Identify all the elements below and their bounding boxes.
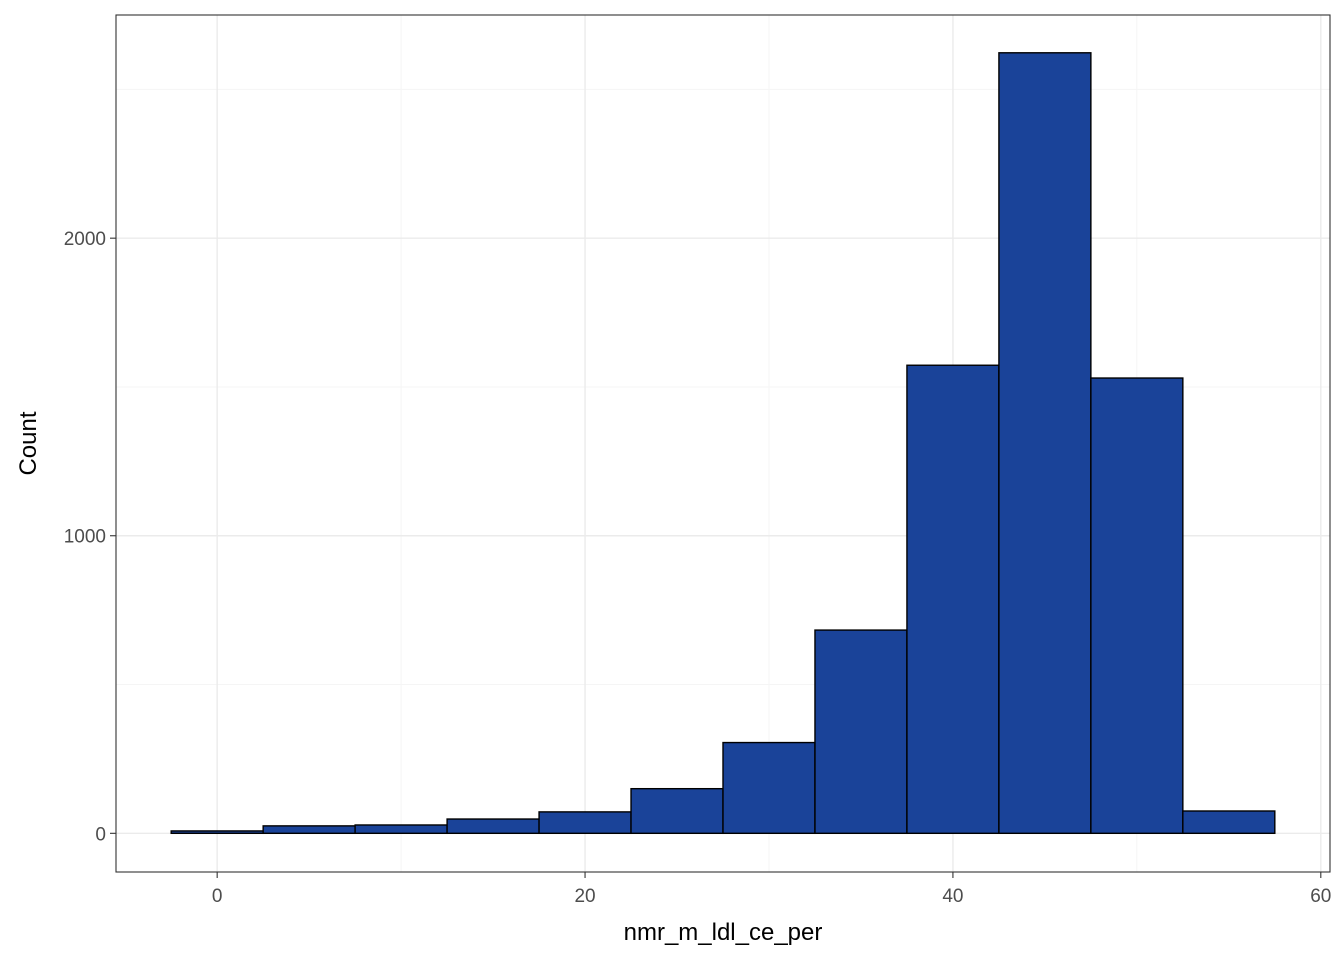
histogram-bar: [1090, 377, 1184, 835]
histogram-bar: [446, 818, 540, 835]
y-tick-label: 1000: [64, 527, 106, 548]
histogram-bar: [814, 629, 908, 835]
histogram-bar: [262, 825, 356, 835]
x-tick-label: 0: [212, 886, 223, 907]
histogram-bar: [538, 811, 632, 835]
panel-border: [115, 14, 1331, 873]
bars-group: [170, 52, 1276, 835]
x-axis-title: nmr_m_ldl_ce_per: [624, 919, 823, 946]
histogram-bar: [906, 364, 1000, 835]
histogram-bar: [170, 830, 264, 835]
histogram-bar: [722, 741, 816, 835]
histogram-bar: [630, 787, 724, 835]
histogram-bar: [998, 52, 1092, 835]
x-tick-label: 60: [1310, 886, 1331, 907]
histogram-bar: [354, 824, 448, 835]
y-axis-title: Count: [15, 411, 42, 475]
y-tick-label: 0: [95, 824, 106, 845]
y-tick-label: 2000: [64, 229, 106, 250]
histogram-bar: [1182, 810, 1276, 835]
x-axis-ticks: 0 20 40 60: [212, 872, 1331, 907]
y-axis-ticks: 0 1000 2000: [64, 229, 116, 845]
x-tick-label: 20: [574, 886, 595, 907]
x-tick-label: 40: [942, 886, 963, 907]
